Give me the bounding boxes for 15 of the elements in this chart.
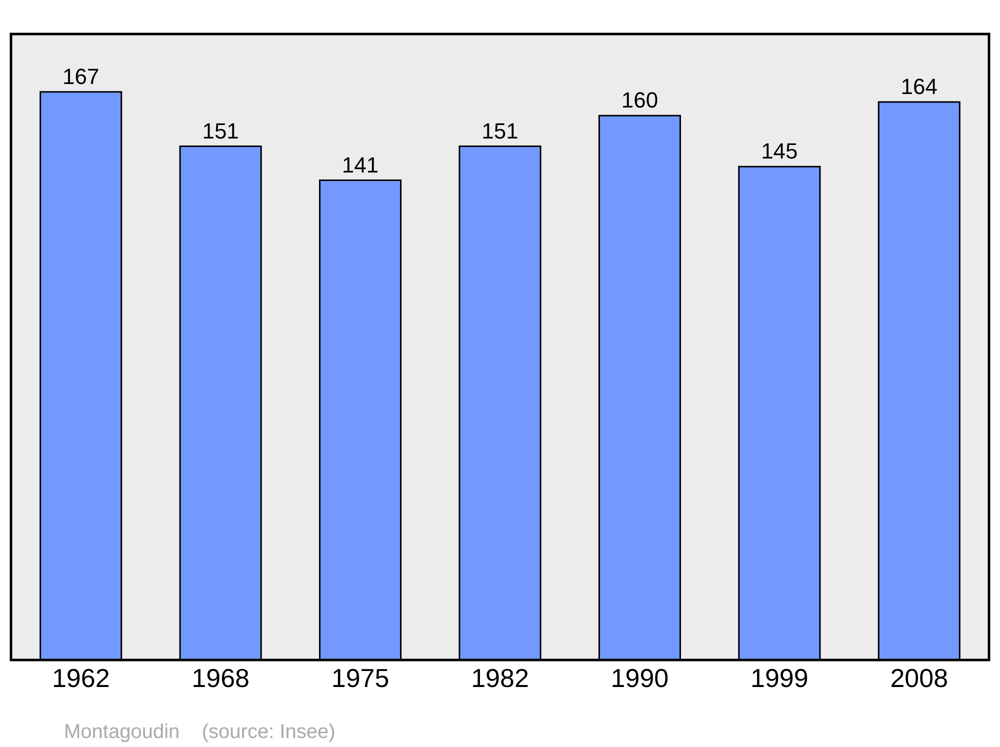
x-tick-label: 1999 <box>750 663 808 693</box>
x-tick-label: 1990 <box>610 663 669 693</box>
text: Montagoudin (source: Insee) <box>64 721 336 743</box>
data-label: 160 <box>621 88 658 113</box>
x-tick-label: 1968 <box>192 663 250 693</box>
x-tick-label: 1982 <box>471 663 529 693</box>
data-label: 141 <box>342 152 379 178</box>
data-label: 151 <box>202 118 239 144</box>
x-tick-label: 1975 <box>331 663 390 693</box>
data-label: 167 <box>62 64 100 89</box>
x-tick-label: 1962 <box>52 663 110 693</box>
data-label: 151 <box>482 118 518 144</box>
data-label: 164 <box>900 74 938 100</box>
x-tick-label: 2008 <box>890 663 948 693</box>
data-label: 145 <box>761 138 798 164</box>
